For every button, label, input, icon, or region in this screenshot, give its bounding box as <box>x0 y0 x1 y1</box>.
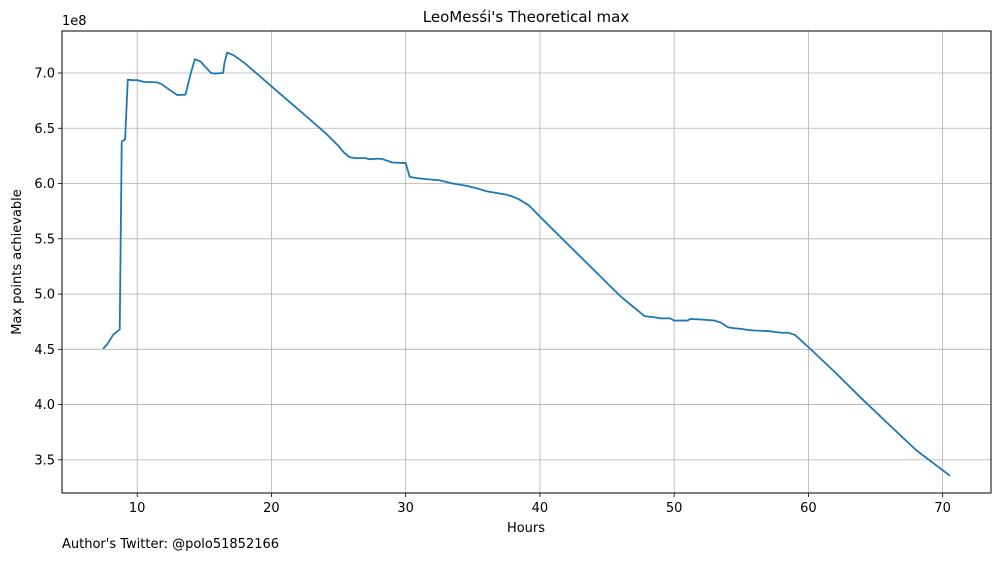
series-layer <box>102 51 951 477</box>
x-tick-label: 20 <box>263 501 280 516</box>
y-tick-label: 4.0 <box>34 398 55 413</box>
chart-title: LeoMesśi's Theoretical max <box>423 8 630 26</box>
y-tick-label: 7.0 <box>34 67 55 82</box>
x-tick-label: 50 <box>666 501 683 516</box>
x-axis: 10 20 30 40 50 60 70 <box>129 493 951 516</box>
y-tick-label: 4.5 <box>34 343 55 358</box>
y-tick-label: 5.5 <box>34 232 55 247</box>
y-tick-label: 6.5 <box>34 122 55 137</box>
y-offset-text: 1e8 <box>62 14 87 29</box>
x-tick-label: 10 <box>129 501 146 516</box>
author-twitter-credit: Author's Twitter: @polo51852166 <box>62 537 280 552</box>
y-axis: 3.5 4.0 4.5 5.0 5.5 6.0 6.5 7.0 <box>34 67 62 468</box>
y-tick-label: 5.0 <box>34 288 55 303</box>
grid <box>62 31 991 493</box>
x-tick-label: 70 <box>934 501 951 516</box>
y-axis-label: Max points achievable <box>10 189 25 335</box>
x-tick-label: 40 <box>532 501 549 516</box>
y-tick-label: 3.5 <box>34 453 55 468</box>
y-tick-label: 6.0 <box>34 177 55 192</box>
x-tick-label: 30 <box>397 501 414 516</box>
plot-frame <box>61 30 992 494</box>
x-axis-label: Hours <box>507 521 545 536</box>
x-tick-label: 60 <box>800 501 817 516</box>
series-line <box>102 51 951 477</box>
